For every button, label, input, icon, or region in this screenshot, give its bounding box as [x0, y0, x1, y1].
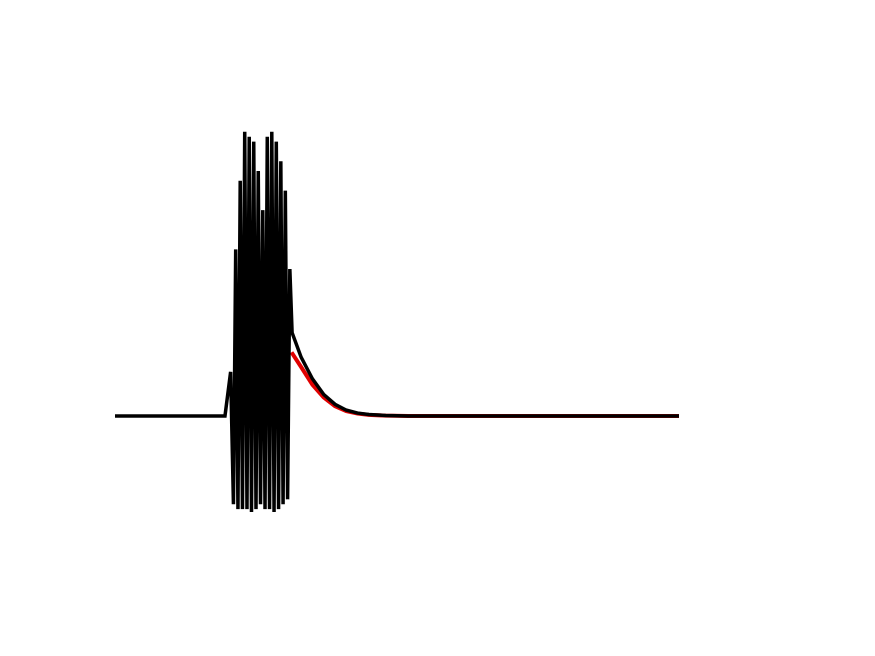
series-signal-line — [115, 131, 679, 513]
series-fit-line — [289, 351, 679, 418]
